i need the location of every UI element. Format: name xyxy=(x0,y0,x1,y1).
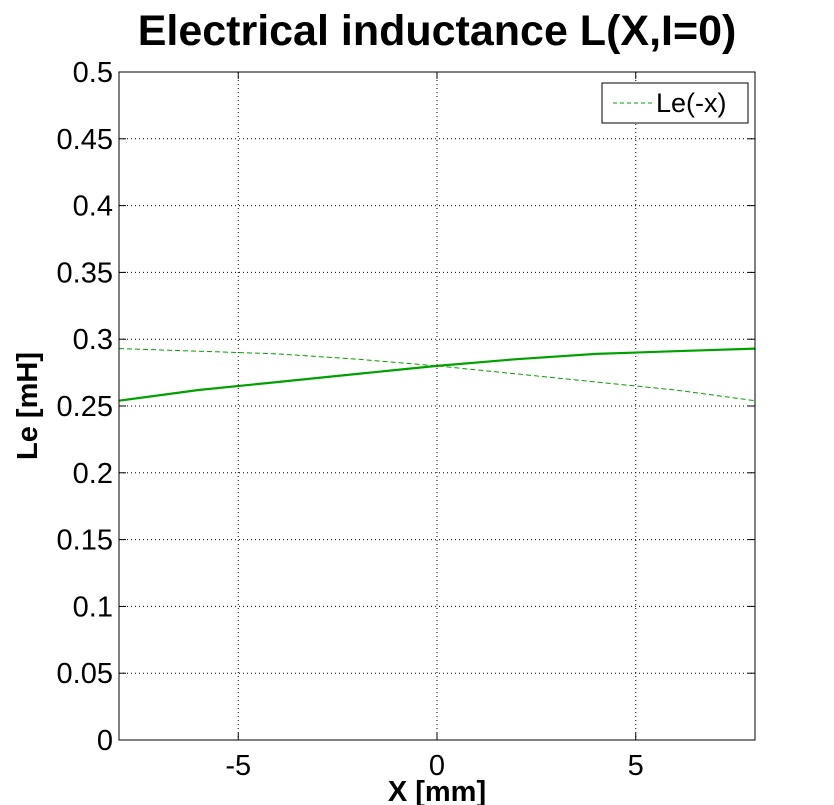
axis-ticks: -5 0 5 0 0.05 0.1 0.15 0.2 0.25 0.3 0.35 0.4 0.45 0.5 xyxy=(57,57,755,782)
series-le-minus-x-line xyxy=(118,348,756,402)
chart-title: Electrical inductance L(X,I=0) xyxy=(138,7,737,55)
series-le-x-line xyxy=(118,347,756,402)
y-tick-label: 0.05 xyxy=(57,658,113,690)
x-axis-label: X [mm] xyxy=(388,776,486,805)
y-tick-label: 0.15 xyxy=(57,525,113,557)
y-tick-label: 0.2 xyxy=(73,458,113,490)
plot-lines xyxy=(118,347,756,402)
y-axis-label: Le [mH] xyxy=(12,352,44,460)
y-tick-label: 0 xyxy=(97,725,113,757)
x-tick-label: 0 xyxy=(429,750,445,782)
y-tick-label: 0.3 xyxy=(73,324,113,356)
legend-box xyxy=(601,82,749,124)
y-tick-label: 0.5 xyxy=(73,57,113,89)
y-tick-label: 0.1 xyxy=(73,591,113,623)
y-tick-label: 0.35 xyxy=(57,257,113,289)
legend: Le(-x) xyxy=(601,82,749,124)
y-tick-label: 0.45 xyxy=(57,124,113,156)
x-tick-label: 5 xyxy=(628,750,644,782)
y-tick-label: 0.25 xyxy=(57,391,113,423)
grid xyxy=(119,72,755,740)
y-tick-label: 0.4 xyxy=(73,191,113,223)
x-tick-label: -5 xyxy=(225,750,251,782)
legend-entry-label: Le(-x) xyxy=(656,88,727,118)
